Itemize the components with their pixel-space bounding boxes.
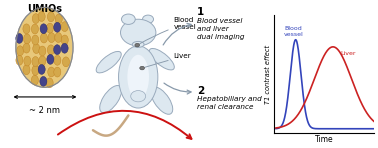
Circle shape (55, 14, 62, 24)
Circle shape (39, 46, 46, 56)
Text: 2: 2 (197, 86, 204, 96)
Circle shape (46, 23, 53, 33)
Circle shape (143, 15, 153, 23)
Circle shape (23, 65, 30, 75)
Circle shape (23, 24, 30, 34)
Circle shape (55, 33, 62, 42)
Text: Blood
vessel: Blood vessel (139, 17, 196, 44)
Circle shape (40, 33, 48, 43)
Circle shape (16, 7, 73, 87)
X-axis label: Time: Time (315, 135, 333, 144)
Circle shape (61, 35, 68, 45)
Circle shape (33, 44, 40, 54)
Text: Liver: Liver (340, 51, 355, 56)
Text: Blood vessel
and liver
dual imaging: Blood vessel and liver dual imaging (197, 18, 245, 40)
Circle shape (32, 65, 39, 75)
Circle shape (38, 12, 45, 21)
Circle shape (47, 12, 54, 22)
Circle shape (40, 24, 47, 34)
Y-axis label: T1 contrast effect: T1 contrast effect (265, 44, 271, 104)
Circle shape (62, 57, 70, 67)
Circle shape (140, 66, 144, 70)
Ellipse shape (119, 46, 158, 108)
Ellipse shape (151, 87, 173, 114)
Circle shape (23, 43, 30, 53)
Circle shape (40, 76, 47, 86)
Text: 1: 1 (197, 7, 204, 17)
Circle shape (135, 43, 139, 47)
Circle shape (61, 22, 68, 32)
Circle shape (61, 43, 68, 53)
Ellipse shape (100, 86, 122, 113)
Circle shape (48, 33, 55, 43)
Circle shape (32, 57, 39, 66)
Circle shape (24, 56, 31, 66)
Circle shape (54, 67, 61, 77)
Circle shape (31, 75, 39, 85)
Circle shape (39, 56, 46, 66)
Circle shape (121, 14, 135, 24)
Circle shape (47, 54, 54, 64)
Circle shape (54, 22, 61, 32)
Circle shape (16, 55, 23, 65)
Text: ~ 2 nm: ~ 2 nm (29, 106, 60, 115)
Ellipse shape (149, 48, 174, 70)
Circle shape (54, 55, 61, 65)
Circle shape (54, 45, 61, 55)
Circle shape (47, 45, 54, 55)
Circle shape (121, 19, 156, 46)
Circle shape (48, 67, 55, 77)
Circle shape (23, 34, 31, 44)
Circle shape (32, 14, 39, 24)
Circle shape (131, 91, 146, 102)
Text: Blood
vessel: Blood vessel (284, 26, 304, 37)
Circle shape (32, 35, 39, 45)
Ellipse shape (132, 41, 144, 47)
Circle shape (16, 33, 23, 43)
Circle shape (38, 65, 45, 74)
Circle shape (31, 24, 39, 34)
Text: Hepatobiliary and
renal clearance: Hepatobiliary and renal clearance (197, 96, 262, 110)
Ellipse shape (127, 55, 149, 99)
Text: UMIOs: UMIOs (27, 4, 62, 15)
Ellipse shape (96, 51, 121, 73)
Circle shape (46, 78, 53, 88)
Circle shape (17, 46, 24, 56)
Text: Liver: Liver (145, 53, 191, 67)
